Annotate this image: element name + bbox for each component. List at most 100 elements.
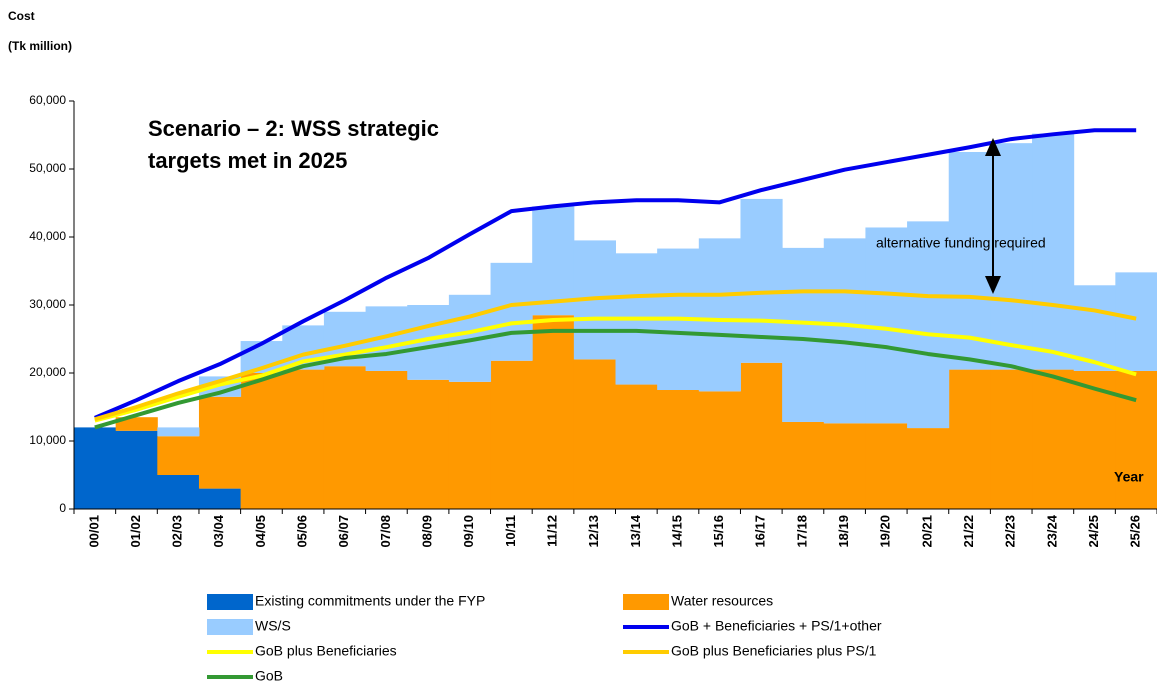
legend-label: GoB plus Beneficiaries: [255, 643, 397, 659]
legend-label: Existing commitments under the FYP: [255, 593, 485, 609]
legend-item: GoB + Beneficiaries + PS/1+other: [623, 618, 882, 634]
x-tick-label: 19/20: [878, 515, 893, 548]
legend-item: GoB plus Beneficiaries plus PS/1: [623, 643, 877, 659]
x-axis-label: Year: [1114, 469, 1144, 485]
legend-swatch: [207, 594, 253, 610]
bar-segment: [407, 379, 450, 509]
bar-segment: [698, 238, 741, 392]
bar-segment: [115, 430, 158, 509]
bar-segment: [115, 417, 158, 431]
bar-segment: [74, 427, 117, 509]
x-tick-label: 09/10: [461, 515, 476, 548]
plot-area: 0 10,000 20,000 30,000 40,000 50,000 60,000 00/…: [29, 93, 1157, 684]
bar-segment: [990, 143, 1033, 370]
bar-segment: [1073, 285, 1116, 371]
bar-segment: [1032, 369, 1075, 509]
line-series: [94, 128, 1137, 420]
x-tick-label: 07/08: [378, 515, 393, 548]
bar-segment: [157, 427, 200, 437]
bar-segment: [240, 373, 283, 509]
y-tick-label: 0: [59, 501, 66, 515]
x-tick-label: 17/18: [794, 515, 809, 548]
bar-segment: [907, 428, 950, 509]
bar-segment: [615, 384, 658, 509]
bar-segment: [948, 152, 991, 370]
x-tick-label: 16/17: [753, 515, 768, 548]
x-tick-label: 11/12: [544, 515, 559, 547]
bar-segment: [657, 390, 700, 509]
bar-segment: [865, 227, 908, 424]
x-tick-label: 06/07: [336, 515, 351, 548]
bar-segment: [823, 238, 866, 424]
x-tick-label: 24/25: [1086, 515, 1101, 548]
bar-segment: [865, 423, 908, 509]
bar-segment: [157, 475, 200, 509]
bar-segment: [198, 488, 242, 509]
bar-segment: [448, 381, 492, 509]
x-tick-label: 21/22: [961, 515, 976, 548]
x-tick-label: 04/05: [253, 515, 268, 548]
x-tick-label: 10/11: [503, 515, 518, 547]
bar-segment: [323, 366, 367, 509]
line-series: [94, 328, 1137, 430]
legend-item: Existing commitments under the FYP: [207, 593, 485, 610]
y-tick-label: 10,000: [29, 433, 66, 447]
y-axis-label: Cost: [8, 9, 35, 23]
legend-label: GoB plus Beneficiaries plus PS/1: [671, 643, 877, 659]
bar-segment: [1032, 133, 1075, 370]
bar-segment: [490, 262, 533, 361]
bar-segment: [948, 369, 991, 509]
bar-segment: [573, 359, 616, 509]
arrow-head: [985, 276, 1001, 294]
legend-item: WS/S: [207, 618, 291, 635]
y-tick-label: 60,000: [29, 93, 66, 107]
bar-segment: [532, 315, 575, 509]
x-tick-label: 20/21: [919, 515, 934, 548]
x-tick-label: 03/04: [211, 514, 226, 547]
arrow-head: [985, 138, 1001, 156]
legend-label: GoB + Beneficiaries + PS/1+other: [671, 618, 882, 634]
bar-segment: [490, 360, 533, 509]
y-tick-label: 40,000: [29, 229, 66, 243]
x-tick-label: 00/01: [86, 515, 101, 548]
x-tick-label: 02/03: [170, 515, 185, 548]
x-tick-label: 22/23: [1003, 515, 1018, 548]
legend-item: Water resources: [623, 593, 773, 610]
bar-segment: [157, 436, 200, 475]
bar-segment: [1115, 370, 1157, 509]
bar-segment: [907, 221, 950, 429]
bar-segment: [532, 206, 575, 316]
x-tick-label: 05/06: [295, 515, 310, 548]
bar-segment: [198, 396, 242, 489]
x-tick-label: 14/15: [669, 515, 684, 548]
x-tick-label: 13/14: [628, 514, 643, 547]
x-tick-label: 18/19: [836, 515, 851, 548]
bar-segment: [990, 369, 1033, 509]
legend-item: GoB: [207, 668, 283, 684]
bar-segment: [1115, 272, 1157, 371]
bar-segment: [698, 391, 741, 509]
y-tick-label: 50,000: [29, 161, 66, 175]
bar-segment: [782, 421, 825, 509]
bar-segment: [823, 423, 866, 509]
bar-segment: [782, 247, 825, 422]
legend-label: GoB: [255, 668, 283, 684]
y-axis-label: (Tk million): [8, 39, 72, 53]
y-tick-label: 20,000: [29, 365, 66, 379]
bar-segment: [365, 370, 408, 509]
chart-title: Scenario – 2: WSS strategic: [148, 116, 439, 141]
line-series: [94, 289, 1137, 422]
legend-label: WS/S: [255, 618, 291, 634]
line-series: [94, 316, 1137, 423]
x-tick-label: 12/13: [586, 515, 601, 548]
legend-label: Water resources: [671, 593, 773, 609]
x-tick-label: 25/26: [1128, 515, 1143, 548]
legend-item: GoB plus Beneficiaries: [207, 643, 397, 659]
x-tick-label: 08/09: [419, 515, 434, 548]
legend-swatch: [623, 594, 669, 610]
x-tick-label: 23/24: [1044, 514, 1059, 547]
x-tick-label: 01/02: [128, 515, 143, 548]
chart-title: targets met in 2025: [148, 148, 347, 173]
x-tick-label: 15/16: [711, 515, 726, 548]
